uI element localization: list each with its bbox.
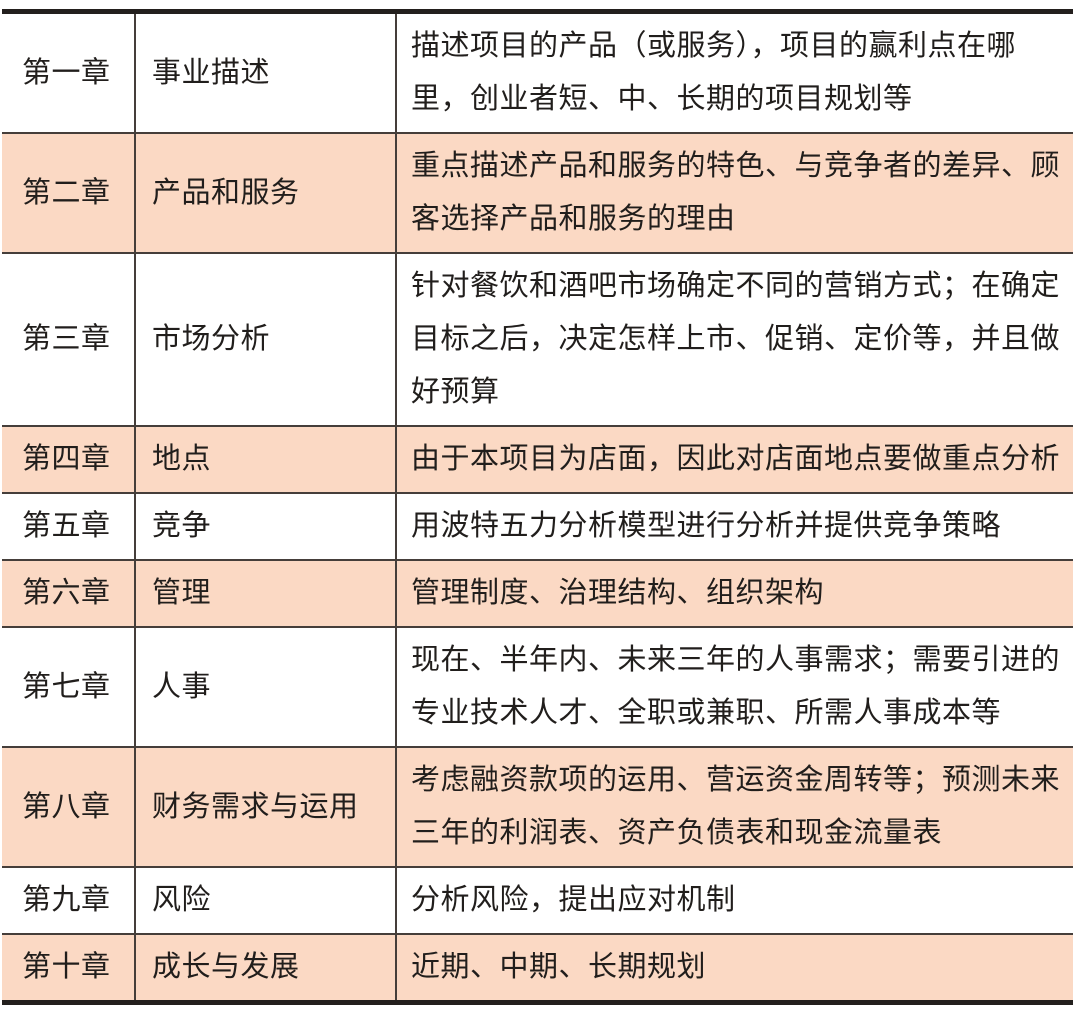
chapter-title-cell: 地点 — [136, 427, 397, 492]
chapter-title-cell: 市场分析 — [136, 254, 397, 425]
chapter-title-cell: 人事 — [136, 628, 397, 746]
chapter-description-cell: 重点描述产品和服务的特色、与竞争者的差异、顾客选择产品和服务的理由 — [411, 150, 1061, 235]
chapter-description-cell: 近期、中期、长期规划 — [411, 951, 707, 983]
chapter-title-cell: 成长与发展 — [136, 935, 397, 1000]
chapter-title-cell: 产品和服务 — [136, 134, 397, 252]
chapter-number-cell: 第四章 — [2, 427, 136, 492]
chapter-title-cell: 竞争 — [136, 494, 397, 559]
chapter-description-cell: 用波特五力分析模型进行分析并提供竞争策略 — [411, 510, 1002, 542]
table-row: 第三章 市场分析 针对餐饮和酒吧市场确定不同的营销方式；在确定目标之后，决定怎样… — [2, 254, 1073, 427]
chapter-number-cell: 第一章 — [2, 14, 136, 132]
table-row: 第四章 地点 由于本项目为店面，因此对店面地点要做重点分析 — [2, 427, 1073, 494]
table-row: 第六章 管理 管理制度、治理结构、组织架构 — [2, 561, 1073, 628]
chapter-description-cell: 针对餐饮和酒吧市场确定不同的营销方式；在确定目标之后，决定怎样上市、促销、定价等… — [411, 270, 1061, 408]
chapter-title-cell: 管理 — [136, 561, 397, 626]
table-row: 第二章 产品和服务 重点描述产品和服务的特色、与竞争者的差异、顾客选择产品和服务… — [2, 134, 1073, 254]
chapter-number-cell: 第八章 — [2, 748, 136, 866]
table-row: 第七章 人事 现在、半年内、未来三年的人事需求；需要引进的专业技术人才、全职或兼… — [2, 628, 1073, 748]
chapter-title-cell: 财务需求与运用 — [136, 748, 397, 866]
table-row: 第九章 风险 分析风险，提出应对机制 — [2, 868, 1073, 935]
business-plan-chapter-table: 第一章 事业描述 描述项目的产品（或服务），项目的赢利点在哪里，创业者短、中、长… — [2, 9, 1073, 1005]
chapter-title-cell: 风险 — [136, 868, 397, 933]
chapter-description-cell: 管理制度、治理结构、组织架构 — [411, 577, 825, 609]
chapter-description-cell: 考虑融资款项的运用、营运资金周转等；预测未来三年的利润表、资产负债表和现金流量表 — [411, 764, 1061, 849]
chapter-number-cell: 第七章 — [2, 628, 136, 746]
table-row: 第八章 财务需求与运用 考虑融资款项的运用、营运资金周转等；预测未来三年的利润表… — [2, 748, 1073, 868]
table-row: 第十章 成长与发展 近期、中期、长期规划 — [2, 935, 1073, 1000]
chapter-number-cell: 第二章 — [2, 134, 136, 252]
chapter-title-cell: 事业描述 — [136, 14, 397, 132]
chapter-number-cell: 第六章 — [2, 561, 136, 626]
chapter-description-cell: 分析风险，提出应对机制 — [411, 884, 736, 916]
table-row: 第五章 竞争 用波特五力分析模型进行分析并提供竞争策略 — [2, 494, 1073, 561]
chapter-number-cell: 第十章 — [2, 935, 136, 1000]
chapter-number-cell: 第五章 — [2, 494, 136, 559]
chapter-description-cell: 由于本项目为店面，因此对店面地点要做重点分析 — [411, 443, 1061, 475]
chapter-number-cell: 第三章 — [2, 254, 136, 425]
chapter-description-cell: 现在、半年内、未来三年的人事需求；需要引进的专业技术人才、全职或兼职、所需人事成… — [411, 644, 1061, 729]
table-row: 第一章 事业描述 描述项目的产品（或服务），项目的赢利点在哪里，创业者短、中、长… — [2, 14, 1073, 134]
chapter-description-cell: 描述项目的产品（或服务），项目的赢利点在哪里，创业者短、中、长期的项目规划等 — [411, 30, 1017, 115]
chapter-number-cell: 第九章 — [2, 868, 136, 933]
